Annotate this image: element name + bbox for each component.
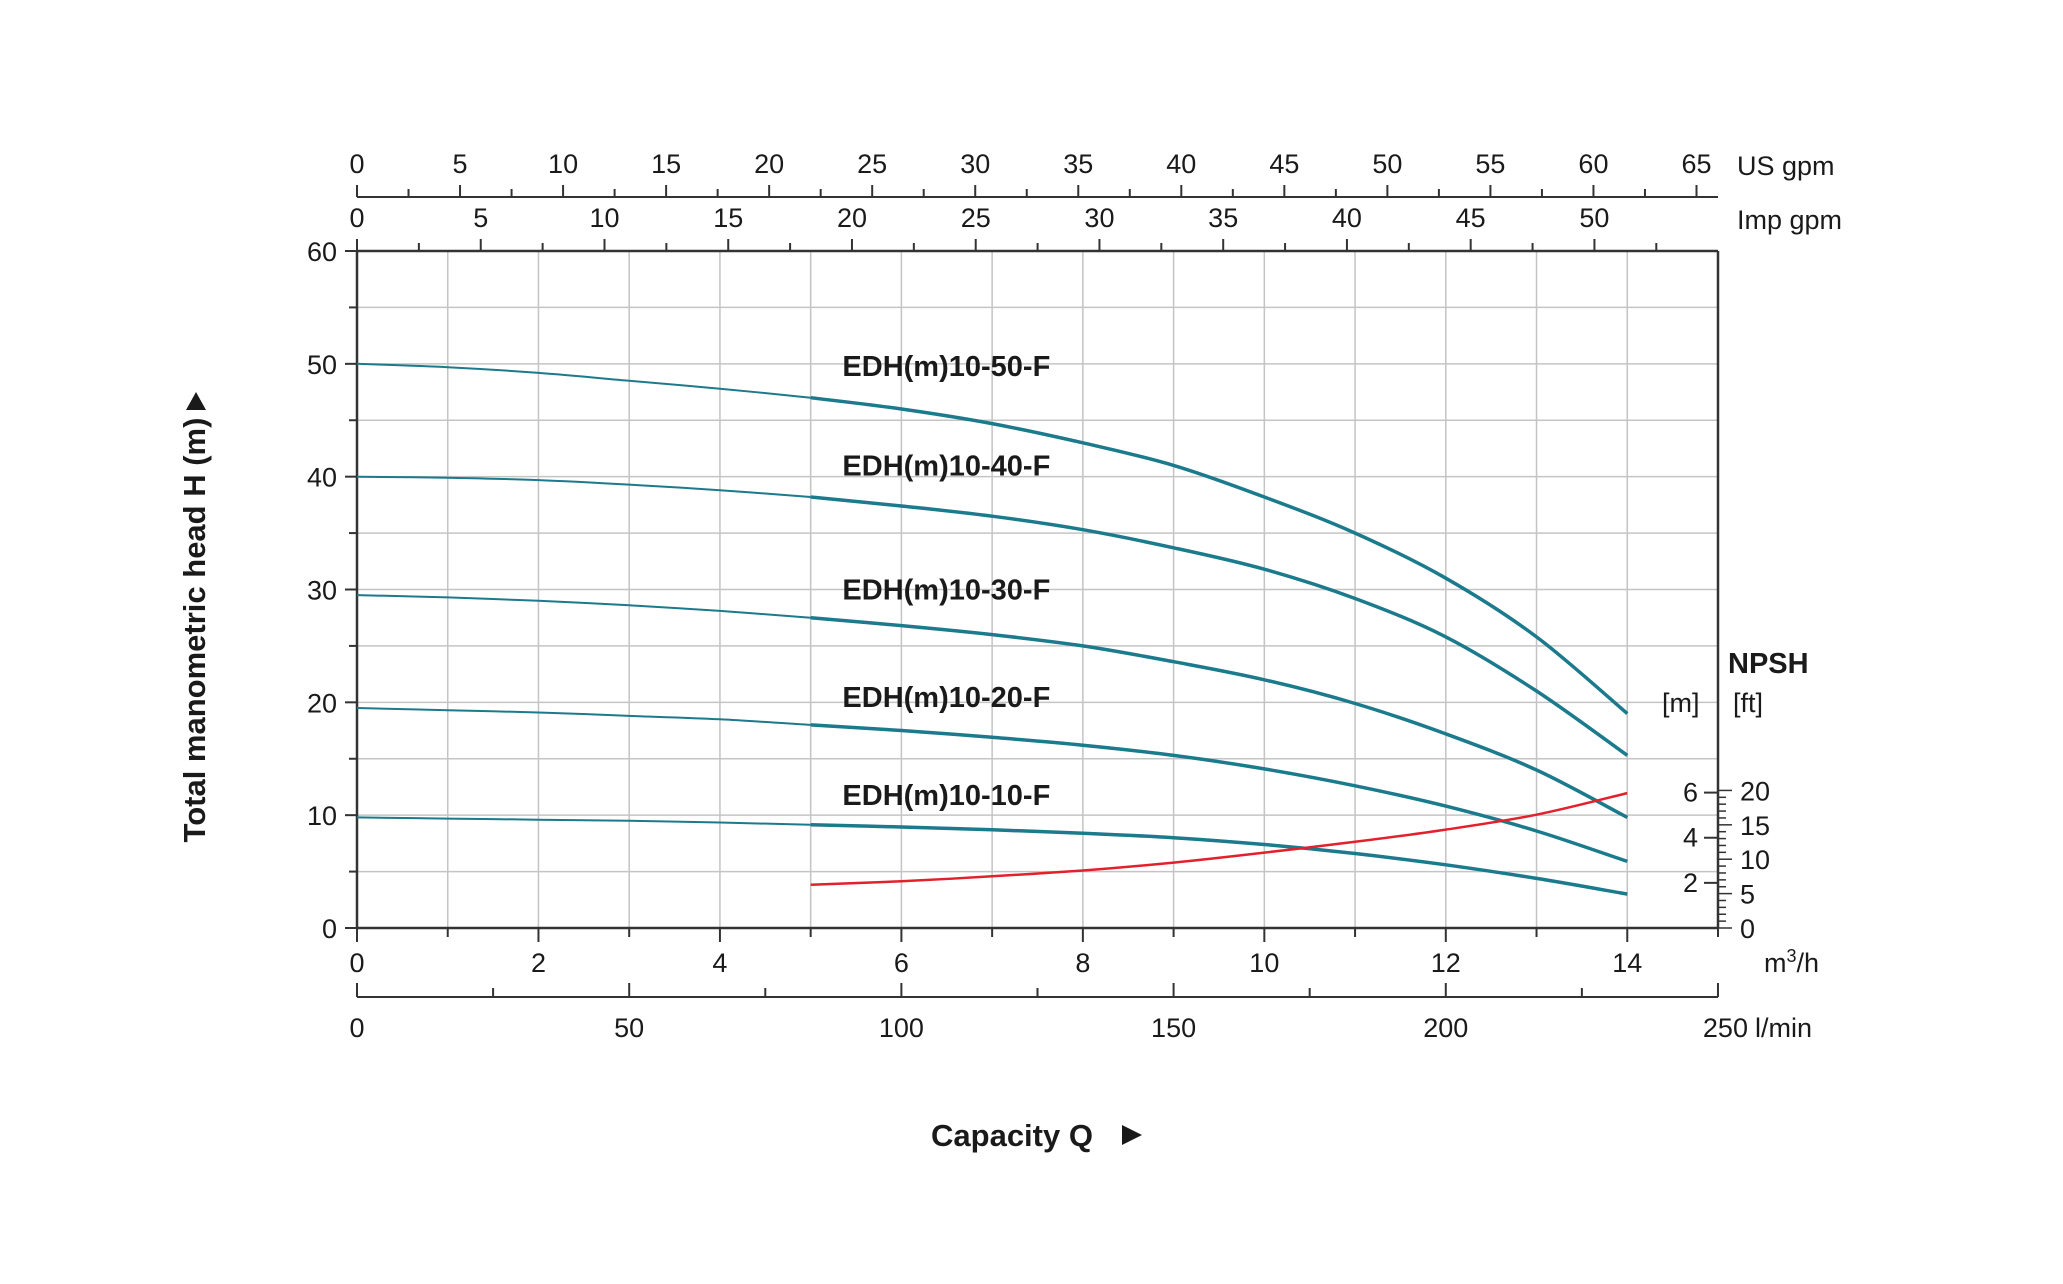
top-tick-label: 50 [1579,203,1609,233]
npsh-title: NPSH [1728,648,1809,680]
series-label: EDH(m)10-20-F [842,682,1050,714]
pump-curve [811,398,1628,714]
top-tick-label: 20 [837,203,867,233]
series-label: EDH(m)10-30-F [842,575,1050,607]
top-tick-label: 45 [1456,203,1486,233]
top-tick-label: 30 [960,149,990,179]
top-tick-label: 30 [1084,203,1114,233]
y-tick-label: 10 [307,801,337,831]
top-tick-label: 15 [651,149,681,179]
pump-curve [811,825,1628,894]
top-tick-label: 65 [1681,149,1711,179]
npsh-m-tick-label: 2 [1683,868,1698,898]
y-tick-label: 60 [307,237,337,267]
x-axis-title: Capacity Q [931,1118,1093,1153]
y-axis-title: Total manometric head H (m) [177,418,212,843]
y-tick-label: 30 [307,576,337,606]
x-tick-label: 4 [712,948,727,978]
y-tick-label: 50 [307,350,337,380]
x-tick-label: 0 [349,948,364,978]
top-tick-label: 45 [1269,149,1299,179]
npsh-unit-ft: [ft] [1733,688,1763,718]
npsh-ft-tick-label: 0 [1740,914,1755,944]
top-tick-label: 0 [349,203,364,233]
npsh-ft-tick-label: 5 [1740,880,1755,910]
x-tick-label: 14 [1612,948,1642,978]
top-tick-label: 5 [453,149,468,179]
x-tick-label: 6 [894,948,909,978]
series-label: EDH(m)10-50-F [842,351,1050,383]
top-tick-label: 10 [548,149,578,179]
y-tick-label: 20 [307,688,337,718]
x-tick-label: 12 [1431,948,1461,978]
top-tick-label: 35 [1063,149,1093,179]
lmin-tick-label: 250 [1703,1013,1748,1043]
series-label: EDH(m)10-10-F [842,780,1050,812]
x-tick-label: 2 [531,948,546,978]
top-tick-label: 5 [473,203,488,233]
npsh-ft-tick-label: 10 [1740,845,1770,875]
top-unit-label: Imp gpm [1737,205,1842,235]
lmin-tick-label: 0 [349,1013,364,1043]
lmin-tick-label: 200 [1423,1013,1468,1043]
x-tick-label: 10 [1249,948,1279,978]
top-tick-label: 55 [1475,149,1505,179]
pump-curve-thin [357,364,811,398]
top-tick-label: 0 [349,149,364,179]
npsh-ft-tick-label: 15 [1740,811,1770,841]
y-axis-arrow-icon [186,392,206,410]
pump-curve-thin [357,595,811,618]
y-tick-label: 40 [307,463,337,493]
top-tick-label: 20 [754,149,784,179]
y-tick-label: 0 [322,914,337,944]
lmin-tick-label: 150 [1151,1013,1196,1043]
npsh-m-tick-label: 6 [1683,778,1698,808]
pump-curve-thin [357,817,811,824]
top-tick-label: 35 [1208,203,1238,233]
lmin-tick-label: 100 [879,1013,924,1043]
top-tick-label: 10 [589,203,619,233]
npsh-m-tick-label: 4 [1683,823,1698,853]
lmin-tick-label: 50 [614,1013,644,1043]
npsh-ft-tick-label: 20 [1740,776,1770,806]
x-tick-label: 8 [1075,948,1090,978]
top-tick-label: 50 [1372,149,1402,179]
top-tick-label: 25 [961,203,991,233]
lmin-unit-label: l/min [1755,1013,1812,1043]
npsh-unit-m: [m] [1662,688,1700,718]
top-tick-label: 40 [1166,149,1196,179]
x-axis-arrow-icon [1122,1125,1142,1145]
top-tick-label: 60 [1578,149,1608,179]
top-tick-label: 15 [713,203,743,233]
pump-curve-thin [357,708,811,725]
pump-curve [811,497,1628,755]
x-unit-label: m3/h [1764,946,1819,978]
top-tick-label: 25 [857,149,887,179]
pump-curve-thin [357,477,811,497]
series-label: EDH(m)10-40-F [842,451,1050,483]
top-unit-label: US gpm [1737,151,1835,181]
top-tick-label: 40 [1332,203,1362,233]
